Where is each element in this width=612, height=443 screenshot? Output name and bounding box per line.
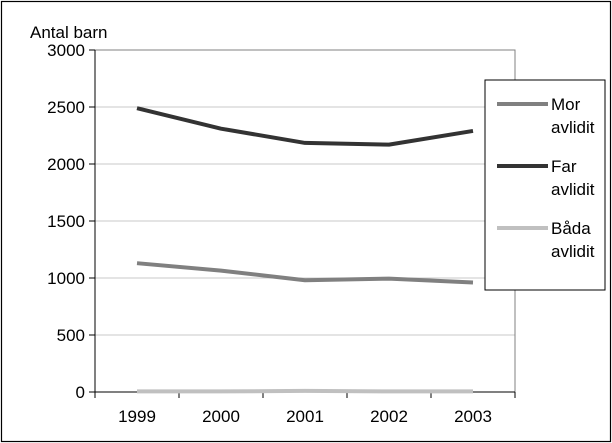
legend-label: Mor	[551, 95, 581, 114]
y-tick-label: 1500	[47, 212, 85, 231]
legend: Mor avlidit Far avlidit Båda avlidit	[484, 79, 606, 291]
x-tick-label: 2001	[286, 407, 324, 426]
y-axis-title: Antal barn	[30, 23, 108, 42]
series-line-0	[136, 261, 474, 285]
legend-label: Båda	[551, 219, 591, 238]
legend-box	[484, 79, 606, 291]
series-line-2	[137, 388, 473, 394]
y-tick-label: 0	[76, 383, 85, 402]
x-tick-label: 1999	[118, 407, 156, 426]
y-tick-label: 500	[57, 326, 85, 345]
y-axis-ticks: 0 500 1000 1500 2000 2500 3000	[47, 41, 85, 402]
y-tick-label: 2500	[47, 98, 85, 117]
y-tick-label: 2000	[47, 155, 85, 174]
x-tick-label: 2000	[202, 407, 240, 426]
legend-label: avlidit	[551, 180, 595, 199]
legend-label: avlidit	[551, 242, 595, 261]
legend-label: Far	[551, 157, 577, 176]
x-axis-ticks: 1999 2000 2001 2002 2003	[118, 407, 492, 426]
gridlines	[95, 106, 515, 336]
series-lines	[136, 106, 474, 394]
x-tick-label: 2003	[454, 407, 492, 426]
legend-label: avlidit	[551, 118, 595, 137]
y-tick-label: 3000	[47, 41, 85, 60]
y-tick-label: 1000	[47, 269, 85, 288]
series-line-1	[136, 106, 474, 147]
x-tick-label: 2002	[370, 407, 408, 426]
